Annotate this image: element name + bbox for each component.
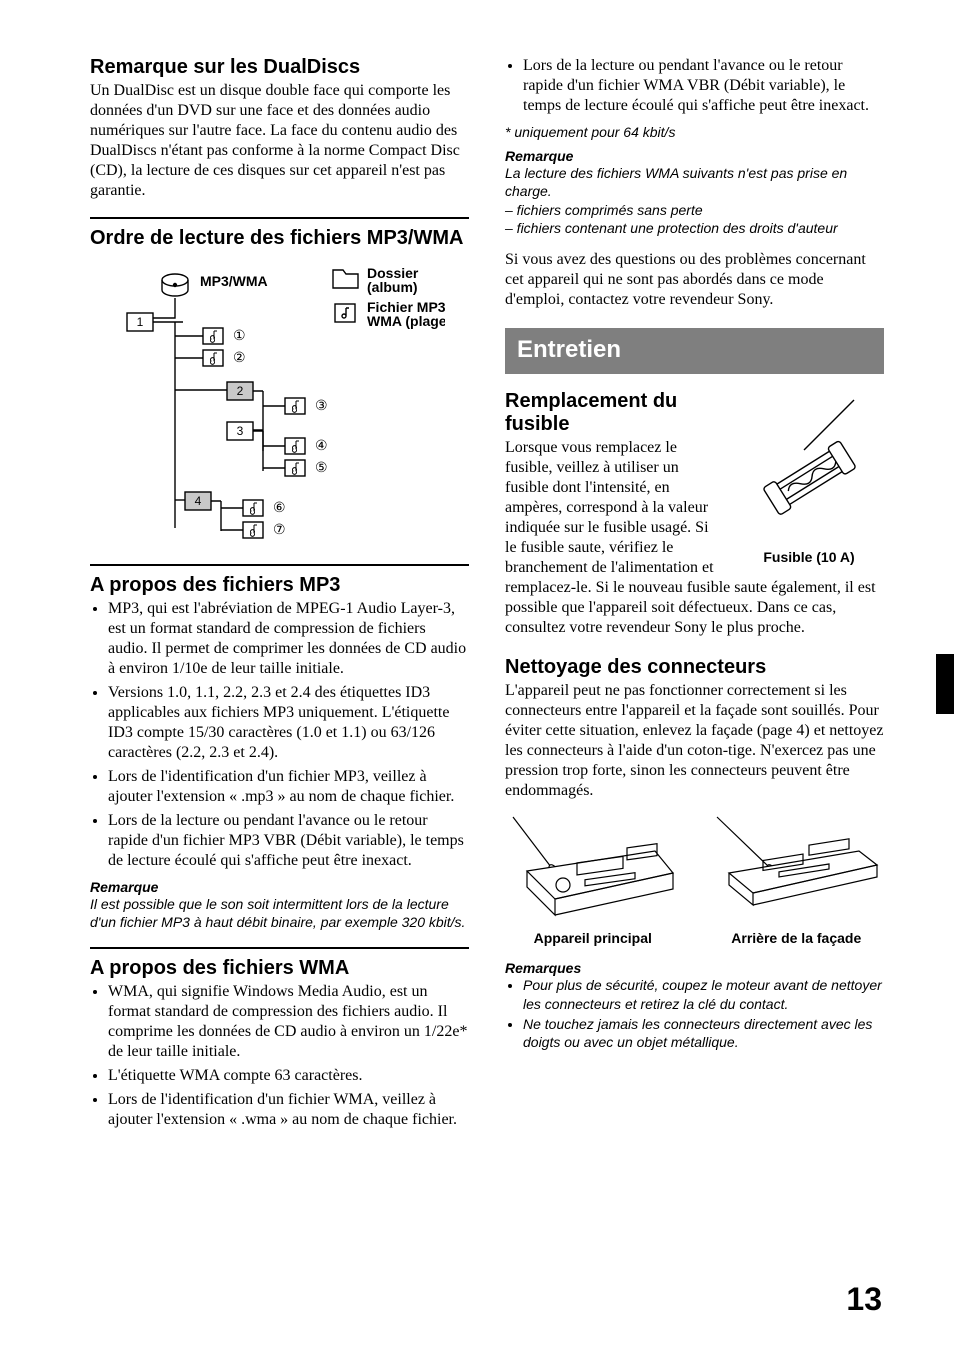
wma-bullet: L'étiquette WMA compte 63 caractères. [108,1066,469,1086]
left-column: Remarque sur les DualDiscs Un DualDisc e… [90,56,469,1138]
fuse-illustration [734,392,884,542]
fuse-illustration-block: Fusible (10 A) [734,392,884,565]
dualdisc-heading: Remarque sur les DualDiscs [90,56,469,79]
mp3-bullet: Lors de l'identification d'un fichier MP… [108,767,469,807]
tree-file-1: ① [233,329,246,344]
mp3-bullet: Versions 1.0, 1.1, 2.2, 2.3 et 2.4 des é… [108,683,469,763]
wma-bullet: WMA, qui signifie Windows Media Audio, e… [108,982,469,1062]
wma-heading: A propos des fichiers WMA [90,957,469,980]
legend-file-label-2: WMA (plage) [367,313,445,329]
wma-dash-2: – fichiers contenant une protection des … [505,220,884,236]
tree-root-label: MP3/WMA [200,273,268,289]
wma-cont-bullet-list: Lors de la lecture ou pendant l'avance o… [505,56,884,116]
mp3-bullet-list: MP3, qui est l'abréviation de MPEG-1 Aud… [90,599,469,871]
section-divider [90,564,469,566]
fuse-caption: Fusible (10 A) [734,549,884,565]
tree-file-3: ③ [315,399,328,414]
main-unit-caption: Appareil principal [505,930,681,946]
mp3-bullet: Lors de la lecture ou pendant l'avance o… [108,811,469,871]
wma-bullet-list: WMA, qui signifie Windows Media Audio, e… [90,982,469,1130]
tree-folder-1: 1 [136,315,143,329]
faceplate-back-cell: Arrière de la façade [709,811,885,946]
fuse-section: Fusible (10 A) Remplacement du fusible L… [505,390,884,648]
tree-file-6: ⑥ [273,501,286,516]
connectors-note: Pour plus de sécurité, coupez le moteur … [523,976,884,1012]
faceplate-back-caption: Arrière de la façade [709,930,885,946]
tree-file-7: ⑦ [273,523,286,538]
connector-illustrations-row: Appareil principal [505,811,884,946]
connectors-paragraph: L'appareil peut ne pas fonctionner corre… [505,681,884,801]
two-column-layout: Remarque sur les DualDiscs Un DualDisc e… [90,56,884,1138]
wma-note-intro: La lecture des fichiers WMA suivants n'e… [505,164,884,200]
wma-bullet: Lors de l'identification d'un fichier WM… [108,1090,469,1130]
wma-note-title: Remarque [505,148,884,164]
dualdisc-paragraph: Un DualDisc est un disque double face qu… [90,81,469,201]
tree-folder-4: 4 [194,494,201,508]
page-number: 13 [846,1281,882,1318]
legend-folder-label-2: (album) [367,279,418,295]
mp3-note-title: Remarque [90,879,469,895]
questions-paragraph: Si vous avez des questions ou des problè… [505,250,884,310]
side-tab [936,654,954,714]
manual-page: Remarque sur les DualDiscs Un DualDisc e… [0,0,954,1352]
wma-cont-bullet: Lors de la lecture ou pendant l'avance o… [523,56,884,116]
tree-file-4: ④ [315,439,328,454]
mp3-wma-tree-diagram: MP3/WMA Dossier (album) Fichier MP3/ WMA… [115,258,445,548]
faceplate-back-illustration [709,811,879,921]
connectors-note: Ne touchez jamais les connecteurs direct… [523,1015,884,1051]
section-divider [90,217,469,219]
tree-file-2: ② [233,351,246,366]
section-divider [90,947,469,949]
maintenance-banner: Entretien [505,328,884,374]
tree-folder-2: 2 [236,384,243,398]
connectors-heading: Nettoyage des connecteurs [505,656,884,679]
main-unit-illustration [505,811,675,921]
mp3-note-body: Il est possible que le son soit intermit… [90,895,469,931]
wma-dash-1: – fichiers comprimés sans perte [505,202,884,218]
mp3-bullet: MP3, qui est l'abréviation de MPEG-1 Aud… [108,599,469,679]
connectors-notes-title: Remarques [505,960,884,976]
tree-folder-3: 3 [236,424,243,438]
tree-file-5: ⑤ [315,461,328,476]
main-unit-cell: Appareil principal [505,811,681,946]
play-order-heading: Ordre de lecture des fichiers MP3/WMA [90,227,469,250]
connectors-notes-list: Pour plus de sécurité, coupez le moteur … [505,976,884,1051]
mp3-heading: A propos des fichiers MP3 [90,574,469,597]
wma-footnote: * uniquement pour 64 kbit/s [505,124,884,140]
right-column: Lors de la lecture ou pendant l'avance o… [505,56,884,1138]
